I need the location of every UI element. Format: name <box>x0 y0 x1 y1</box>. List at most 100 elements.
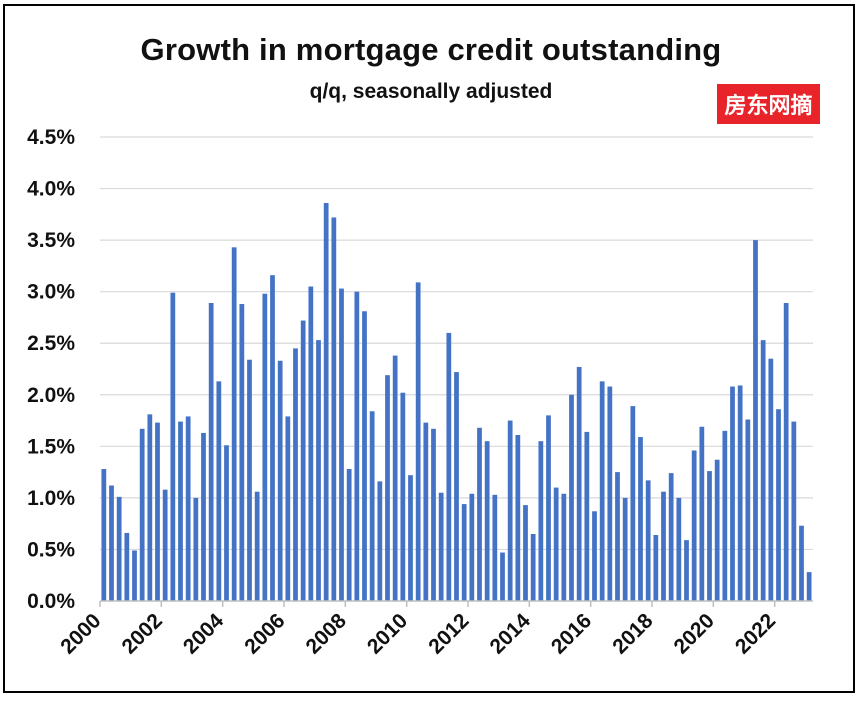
y-tick-label: 4.5% <box>27 126 75 149</box>
bar-2018Q2 <box>661 491 666 601</box>
bar-2016Q4 <box>615 472 620 601</box>
bar-2010Q4 <box>431 428 436 601</box>
bar-2022Q3 <box>791 421 797 601</box>
bar-2001Q4 <box>155 422 160 601</box>
bar-2016Q1 <box>592 511 597 601</box>
bar-2011Q3 <box>454 372 459 601</box>
bar-2002Q4 <box>185 416 191 601</box>
bar-2000Q1 <box>101 469 107 601</box>
x-axis <box>99 600 813 607</box>
bar-2000Q2 <box>109 485 114 601</box>
y-tick-label: 2.5% <box>27 332 75 355</box>
chart-frame <box>3 4 855 693</box>
x-tick-label: 2018 <box>608 609 658 659</box>
bar-2011Q1 <box>438 492 444 601</box>
bar-2003Q1 <box>193 497 199 601</box>
y-tick-label: 3.5% <box>27 229 75 252</box>
y-tick-label: 4.0% <box>27 178 75 201</box>
chart-subtitle: q/q, seasonally adjusted <box>309 80 553 103</box>
bar-2012Q1 <box>469 493 475 601</box>
bar-2005Q2 <box>262 293 268 601</box>
x-tick-label: 2000 <box>56 609 105 658</box>
bar-2001Q2 <box>139 428 145 601</box>
bar-2008Q3 <box>362 311 367 601</box>
bar-2003Q4 <box>216 381 222 601</box>
bar-2018Q1 <box>653 535 659 601</box>
bar-2006Q1 <box>285 416 291 601</box>
bar-2017Q3 <box>638 437 643 601</box>
x-tick-label: 2006 <box>240 609 289 658</box>
bar-2010Q3 <box>423 422 429 601</box>
bar-series <box>101 202 812 602</box>
bar-2022Q1 <box>776 409 781 601</box>
bar-2007Q2 <box>323 202 329 602</box>
bar-2019Q1 <box>684 540 689 601</box>
bar-2023Q1 <box>806 572 812 601</box>
watermark-badge: 房东网摘 <box>717 84 820 124</box>
bar-2009Q2 <box>385 375 390 601</box>
y-tick-label: 1.0% <box>27 487 75 510</box>
bar-2008Q4 <box>369 411 375 601</box>
bar-2015Q2 <box>569 394 574 601</box>
y-tick-label: 2.0% <box>27 384 75 407</box>
bar-2012Q3 <box>484 441 490 601</box>
bar-2017Q2 <box>630 406 636 601</box>
bar-2004Q2 <box>231 247 237 601</box>
bar-2022Q2 <box>783 303 789 601</box>
bar-2000Q4 <box>124 532 130 601</box>
bar-2013Q3 <box>515 434 521 601</box>
bar-2005Q1 <box>254 491 260 601</box>
bar-2019Q4 <box>707 471 712 601</box>
bar-2002Q2 <box>170 292 176 601</box>
bar-2015Q4 <box>584 431 590 601</box>
x-tick-label: 2008 <box>302 609 352 659</box>
bar-2002Q1 <box>162 489 168 601</box>
bar-2017Q1 <box>622 497 628 601</box>
bar-2006Q2 <box>293 348 298 601</box>
bar-2012Q4 <box>492 494 498 601</box>
bar-2008Q2 <box>354 291 360 601</box>
bar-2021Q2 <box>753 240 758 602</box>
y-tick-label: 0.0% <box>27 590 75 613</box>
x-tick-label: 2016 <box>547 609 596 658</box>
bar-2015Q1 <box>561 493 567 601</box>
bar-2007Q1 <box>316 340 321 601</box>
bar-2020Q3 <box>730 386 735 601</box>
x-tick-label: 2022 <box>731 609 780 658</box>
bar-2019Q3 <box>699 426 705 601</box>
y-tick-label: 3.0% <box>27 281 75 304</box>
bar-2007Q3 <box>331 217 337 601</box>
x-tick-label: 2020 <box>670 609 719 658</box>
chart-title: Growth in mortgage credit outstanding <box>140 32 722 67</box>
bar-2001Q1 <box>132 550 137 601</box>
bar-2013Q2 <box>507 420 513 601</box>
bar-2003Q2 <box>201 432 206 601</box>
bar-2005Q3 <box>270 275 275 601</box>
bar-2016Q3 <box>607 386 613 601</box>
bar-2017Q4 <box>645 480 651 601</box>
bar-2021Q4 <box>768 358 774 601</box>
bar-2020Q2 <box>722 430 728 601</box>
bar-2008Q1 <box>346 469 352 601</box>
bar-2004Q3 <box>239 304 245 601</box>
bar-2015Q3 <box>576 366 582 601</box>
bar-2003Q3 <box>208 303 214 601</box>
x-tick-label: 2012 <box>424 609 473 658</box>
bar-2002Q3 <box>178 421 183 601</box>
bar-2021Q3 <box>760 340 766 601</box>
bar-2019Q2 <box>691 450 697 601</box>
x-axis-ticks: 2000 2002 2004 2006 2008 2010 2012 2014 2016 2018… <box>56 609 780 659</box>
bar-2010Q2 <box>415 282 421 601</box>
bar-2010Q1 <box>408 475 413 601</box>
bar-2014Q2 <box>538 441 544 601</box>
bar-2014Q3 <box>546 415 551 601</box>
y-tick-label: 1.5% <box>27 435 75 458</box>
y-tick-label: 0.5% <box>27 538 75 561</box>
bar-2016Q2 <box>599 381 605 601</box>
bar-2004Q1 <box>224 445 229 601</box>
bar-2005Q4 <box>277 360 283 601</box>
bar-2022Q4 <box>799 525 804 601</box>
bar-2018Q4 <box>676 497 682 601</box>
x-tick-label: 2010 <box>363 609 412 658</box>
